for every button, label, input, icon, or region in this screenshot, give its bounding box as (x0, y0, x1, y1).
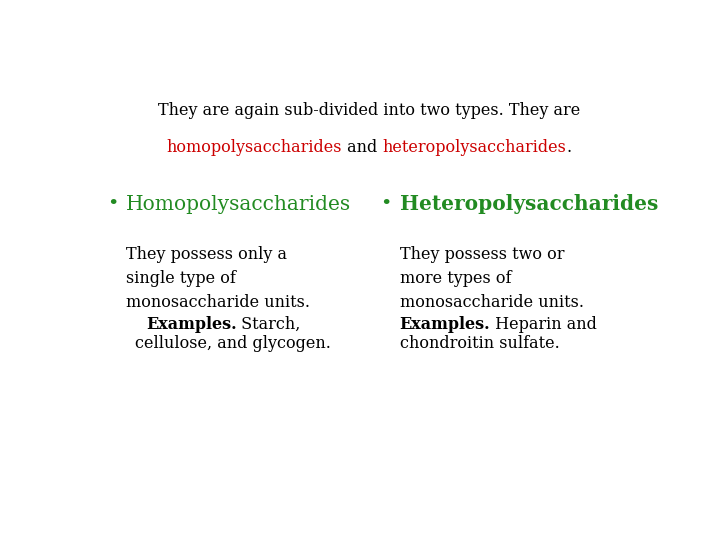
Text: They are again sub-divided into two types. They are: They are again sub-divided into two type… (158, 102, 580, 119)
Text: Homopolysaccharides: Homopolysaccharides (126, 194, 351, 214)
Text: cellulose, and glycogen.: cellulose, and glycogen. (135, 335, 330, 352)
Text: •: • (107, 195, 118, 213)
Text: .: . (567, 139, 572, 157)
Text: Examples.: Examples. (400, 316, 490, 333)
Text: homopolysaccharides: homopolysaccharides (166, 139, 342, 157)
Text: chondroitin sulfate.: chondroitin sulfate. (400, 335, 559, 352)
Text: •: • (380, 195, 392, 213)
Text: Starch,: Starch, (236, 316, 301, 333)
Text: Examples.: Examples. (145, 316, 236, 333)
Text: Heteropolysaccharides: Heteropolysaccharides (400, 194, 658, 214)
Text: Heparin and: Heparin and (490, 316, 597, 333)
Text: heteropolysaccharides: heteropolysaccharides (382, 139, 567, 157)
Text: and: and (342, 139, 382, 157)
Text: They possess only a
single type of
monosaccharide units.: They possess only a single type of monos… (126, 246, 310, 311)
Text: They possess two or
more types of
monosaccharide units.: They possess two or more types of monosa… (400, 246, 584, 311)
